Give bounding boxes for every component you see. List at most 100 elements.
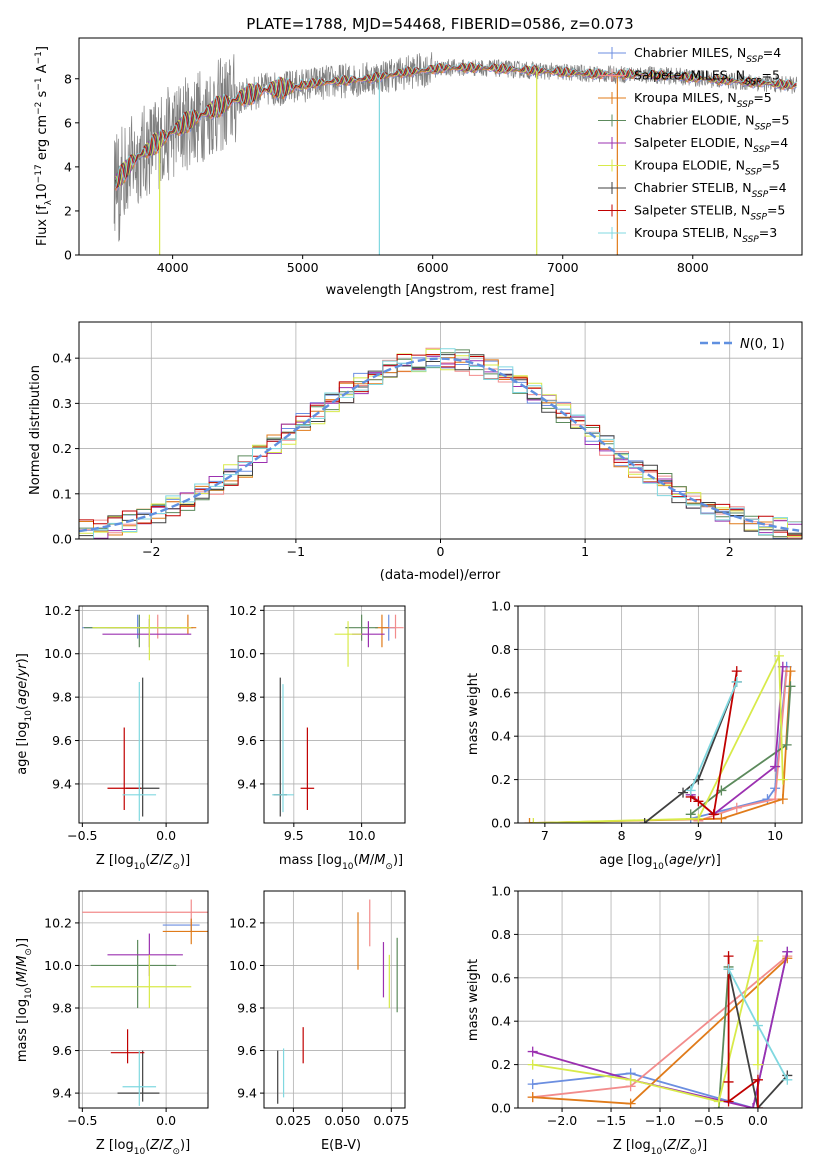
y-tick-label: 1.0 [491,599,511,614]
y-axis-label: Normed distribution [28,365,43,495]
x-tick-label: 2 [726,544,734,559]
errorbar-point [179,614,197,635]
label-part: 10 [134,862,146,872]
errorbar-point [90,939,177,1009]
data-point [782,1074,793,1085]
series-line-chabrier-stelib [727,968,788,1108]
label-part: / [370,853,375,868]
plot-area [113,52,798,255]
series-line-kroupa-stelib [689,681,738,791]
x-axis-label: Z [log10(Z/Z⊙)] [96,853,190,872]
series-line-kroupa-elodie [533,655,784,823]
label-part: 10 [24,987,34,999]
label-part: SSP [745,78,762,88]
data-point [731,666,742,677]
y-tick-label: 9.4 [52,776,72,791]
label-part: age [15,681,30,705]
gaussian-curve [79,357,800,533]
axes-frame [263,890,406,1109]
y-axis-label: mass weight [466,959,481,1041]
data-point [723,1096,734,1107]
legend-label: Salpeter ELODIE, NSSP=4 [634,135,788,155]
label-part: SSP [750,213,767,223]
data-point [524,818,535,823]
errorbar-point [375,614,389,648]
label-part: Z [149,853,160,868]
panel-2: −0.5 0.0 9.4 9.6 9.8 10.0 10.2 [44,603,209,843]
label-part: −17 [34,164,44,183]
axes-frame [263,605,406,824]
errorbar-point [162,918,200,932]
errorbar-point [334,621,362,667]
y-tick-label: 9.6 [237,733,257,748]
x-axis-label: E(B-V) [321,1138,361,1153]
label-part: ⊙ [689,1147,697,1157]
axes-frame [78,37,803,256]
label-part: =5 [767,203,785,218]
panel-1: −2 −1 0 1 2 0.0 0.1 0.2 0.3 0.4 N(0, 1) [52,321,803,559]
y-tick-label: 4 [64,159,72,174]
label-part: =5 [753,90,771,105]
x-tick-label: 9.5 [284,828,304,843]
y-tick-label: 10.0 [44,958,72,973]
label-part: ⊙ [172,1147,180,1157]
data-point [716,813,727,823]
label-part: Chabrier STELIB, N [634,180,752,195]
label-part: ( [662,1138,667,1153]
plot-area [524,650,796,823]
x-tick-label: 0.050 [324,1113,360,1128]
label-part: Z [log [96,1138,134,1153]
label-part: 10 [134,1147,146,1157]
y-tick-label: 0.0 [52,532,72,547]
legend-label: Chabrier STELIB, NSSP=4 [634,180,787,200]
label-part: )] [15,938,30,948]
errorbar-point [102,619,192,648]
y-tick-label: 0.8 [491,642,511,657]
data-point [777,774,788,785]
y-tick-label: 0.4 [52,351,72,366]
data-point [752,935,763,946]
hist-kroupa-stelib [79,348,802,539]
label-part: 10 [35,183,50,200]
x-axis-label: wavelength [Angstrom, rest frame] [326,283,555,298]
x-tick-label: 7 [541,828,549,843]
x-tick-label: −0.5 [67,1113,97,1128]
label-part: SSP [754,123,771,133]
data-point [752,1074,763,1085]
y-tick-label: 10.2 [44,603,72,618]
data-point [770,761,781,772]
legend-label: Kroupa MILES, NSSP=5 [634,90,772,110]
data-point [713,1096,724,1107]
label-part: / [693,853,698,868]
data-point [685,785,696,796]
errorbar-point [92,614,192,661]
x-axis-label: Z [log10(Z/Z⊙)] [96,1138,190,1157]
label-part: −2 [34,102,44,115]
label-part: ⊙ [24,948,34,956]
data-point [625,1098,636,1108]
y-tick-label: 9.8 [52,690,72,705]
y-tick-label: 0.8 [491,927,511,942]
y-tick-label: 6 [64,115,72,130]
x-tick-label: 1 [581,544,589,559]
y-tick-label: 10.2 [44,915,72,930]
x-tick-label: 8000 [677,260,709,275]
legend-label: N(0, 1) [740,337,785,352]
data-point [785,681,796,692]
label-part: ( [145,853,150,868]
label-part: mass [log [279,853,342,868]
series-line-salpeter-stelib [690,670,738,817]
y-tick-label: 9.8 [237,690,257,705]
y-tick-label: 8 [64,71,72,86]
y-tick-label: 0 [64,248,72,263]
data-point [527,1046,538,1057]
label-part: Kroupa ELODIE, N [634,158,745,173]
label-part: / [676,1138,681,1153]
y-tick-label: 0.2 [52,441,72,456]
label-part: )] [393,853,403,868]
panel-7: −2.0 −1.5 −1.0 −0.5 0.0 0.0 0.2 0.4 0.6 0.8 1.0 [491,884,803,1128]
label-part: Salpeter ELODIE, N [634,135,753,150]
data-point [639,818,650,823]
y-tick-label: 0.2 [491,1057,511,1072]
label-part: / [15,966,30,971]
